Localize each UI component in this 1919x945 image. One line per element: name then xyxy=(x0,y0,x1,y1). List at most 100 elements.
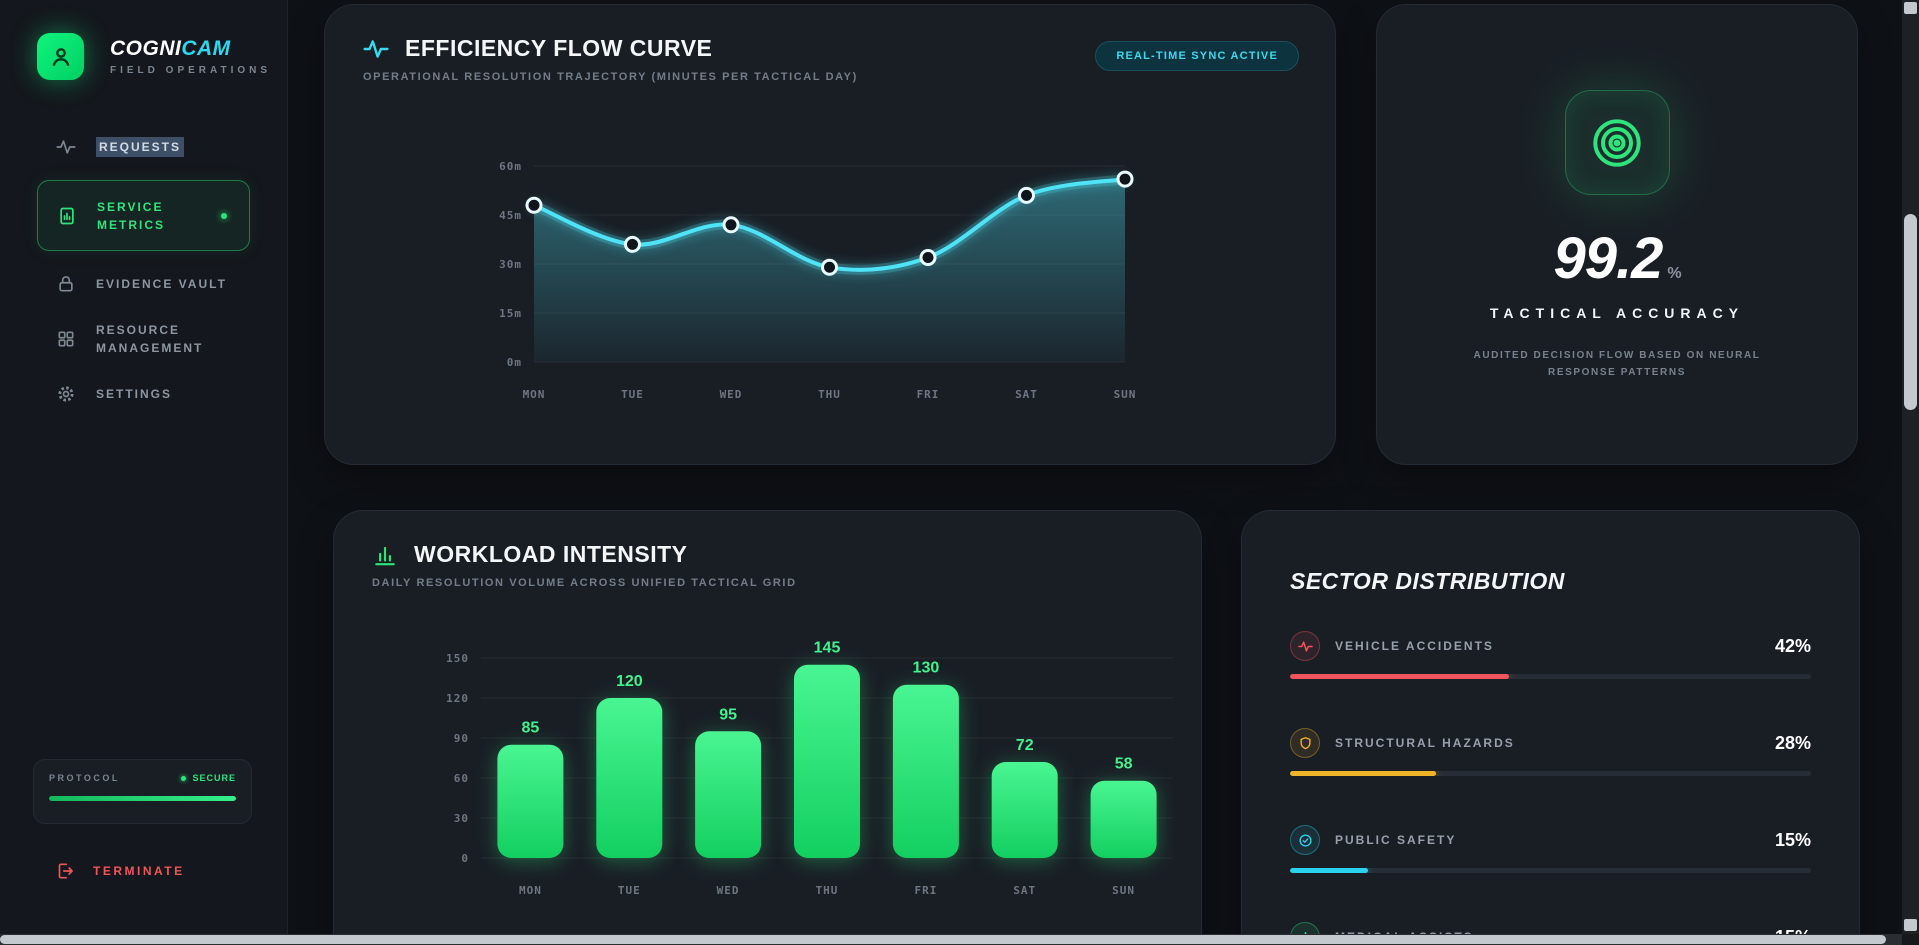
svg-text:WED: WED xyxy=(717,884,740,897)
svg-text:145: 145 xyxy=(814,640,841,657)
sector-value: 42% xyxy=(1774,635,1811,656)
efficiency-header: EFFICIENCY FLOW CURVE OPERATIONAL RESOLU… xyxy=(363,35,858,83)
vertical-scrollbar[interactable] xyxy=(1902,0,1919,945)
target-icon xyxy=(1564,90,1670,195)
tactical-accuracy-card: 99.2 % TACTICAL ACCURACY AUDITED DECISIO… xyxy=(1376,4,1858,465)
svg-text:120: 120 xyxy=(446,692,469,705)
sidebar-item-resource-management[interactable]: RESOURCE MANAGEMENT xyxy=(0,317,287,361)
svg-text:SUN: SUN xyxy=(1112,884,1135,897)
svg-text:90: 90 xyxy=(454,732,469,745)
accuracy-number: 99.2 xyxy=(1553,226,1663,291)
sync-badge-label: REAL-TIME SYNC ACTIVE xyxy=(1116,50,1278,62)
sector-label: PUBLIC SAFETY xyxy=(1335,833,1457,847)
sector-row: STRUCTURAL HAZARDS 28% xyxy=(1290,728,1811,776)
sector-value: 28% xyxy=(1774,732,1811,753)
secure-badge: SECURE xyxy=(181,773,236,783)
scroll-down-button[interactable] xyxy=(1904,919,1917,931)
svg-text:95: 95 xyxy=(719,706,737,723)
svg-text:45m: 45m xyxy=(499,209,522,222)
sector-value: 15% xyxy=(1774,829,1811,850)
vertical-scrollbar-thumb[interactable] xyxy=(1904,214,1917,410)
sector-bar-fill xyxy=(1290,674,1509,679)
pulse-icon xyxy=(55,136,77,158)
sector-label: STRUCTURAL HAZARDS xyxy=(1335,736,1515,750)
svg-text:150: 150 xyxy=(446,652,469,665)
workload-bar-chart: 0 30 60 90 120 150 85 MON 120 TUE 95 WED 145 THU 130 FR… xyxy=(446,640,1173,897)
horizontal-scrollbar[interactable] xyxy=(0,934,1902,945)
sidebar-item-service-metrics[interactable]: SERVICE METRICS xyxy=(37,180,250,251)
scrollbar-corner xyxy=(1902,934,1919,945)
gear-icon xyxy=(55,383,77,405)
svg-text:FRI: FRI xyxy=(917,388,940,401)
svg-text:SAT: SAT xyxy=(1013,884,1036,897)
sector-bar-track xyxy=(1290,674,1811,679)
realtime-sync-badge: REAL-TIME SYNC ACTIVE xyxy=(1095,41,1299,71)
svg-text:15m: 15m xyxy=(499,307,522,320)
protocol-status-card: PROTOCOL SECURE xyxy=(33,759,252,824)
sidebar-item-settings[interactable]: SETTINGS xyxy=(0,372,287,416)
sidebar-item-label: RESOURCE MANAGEMENT xyxy=(96,323,204,355)
svg-text:60: 60 xyxy=(454,772,469,785)
secure-label: SECURE xyxy=(192,773,236,783)
report-icon xyxy=(56,205,78,227)
svg-text:WED: WED xyxy=(720,388,743,401)
workload-header: WORKLOAD INTENSITY DAILY RESOLUTION VOLU… xyxy=(372,541,797,589)
svg-text:FRI: FRI xyxy=(914,884,937,897)
bar-chart-icon xyxy=(372,542,398,568)
protocol-progress-fill xyxy=(49,796,236,801)
sidebar-item-label: SERVICE METRICS xyxy=(97,199,165,232)
brand-accent: CAM xyxy=(181,37,231,60)
svg-text:30: 30 xyxy=(454,812,469,825)
status-dot-icon xyxy=(181,775,187,781)
logo: COGNICAM FIELD OPERATIONS xyxy=(37,33,271,80)
check-icon xyxy=(1290,825,1320,855)
svg-text:30m: 30m xyxy=(499,258,522,271)
sidebar-item-label: EVIDENCE VAULT xyxy=(96,277,227,291)
svg-text:MON: MON xyxy=(519,884,542,897)
sector-bar-fill xyxy=(1290,868,1369,873)
svg-text:60m: 60m xyxy=(499,160,522,173)
brand-primary: COGNI xyxy=(110,37,182,60)
sector-title: SECTOR DISTRIBUTION xyxy=(1290,568,1565,594)
scroll-up-button[interactable] xyxy=(1904,2,1917,14)
sector-row: PUBLIC SAFETY 15% xyxy=(1290,825,1811,873)
sector-bar-track xyxy=(1290,771,1811,776)
protocol-label: PROTOCOL xyxy=(49,773,120,783)
sidebar-item-requests[interactable]: REQUESTS xyxy=(0,125,287,169)
card-title: WORKLOAD INTENSITY xyxy=(414,541,688,567)
workload-intensity-card: WORKLOAD INTENSITY DAILY RESOLUTION VOLU… xyxy=(333,510,1202,945)
svg-text:120: 120 xyxy=(616,673,643,690)
terminate-button[interactable]: TERMINATE xyxy=(55,861,185,881)
efficiency-line-chart: 0m 15m 30m 45m 60m MON TUE WED THU FRI SAT SUN xyxy=(499,160,1135,401)
accuracy-value: 99.2 % xyxy=(1553,225,1681,292)
user-icon xyxy=(37,33,84,80)
sector-row: VEHICLE ACCIDENTS 42% xyxy=(1290,631,1811,679)
svg-text:0m: 0m xyxy=(507,356,522,369)
svg-text:72: 72 xyxy=(1016,737,1034,754)
sector-bar-track xyxy=(1290,868,1811,873)
sector-distribution-card: SECTOR DISTRIBUTION VEHICLE ACCIDENTS 42… xyxy=(1241,510,1860,945)
svg-text:SAT: SAT xyxy=(1015,388,1038,401)
card-title: EFFICIENCY FLOW CURVE xyxy=(405,35,713,61)
svg-text:0: 0 xyxy=(461,852,469,865)
brand: COGNICAM FIELD OPERATIONS xyxy=(110,37,271,76)
terminate-label: TERMINATE xyxy=(93,864,185,878)
grid-icon xyxy=(55,328,77,350)
sector-label: VEHICLE ACCIDENTS xyxy=(1335,639,1494,653)
pulse-icon xyxy=(1290,631,1320,661)
sector-rows: VEHICLE ACCIDENTS 42% STRUCTURAL HAZARDS… xyxy=(1290,631,1811,945)
svg-text:TUE: TUE xyxy=(621,388,644,401)
lock-icon xyxy=(55,273,77,295)
svg-text:130: 130 xyxy=(913,660,940,677)
shield-icon xyxy=(1290,728,1320,758)
sidebar-item-evidence-vault[interactable]: EVIDENCE VAULT xyxy=(0,262,287,306)
horizontal-scrollbar-thumb[interactable] xyxy=(0,935,1886,944)
active-dot xyxy=(221,212,227,219)
svg-text:85: 85 xyxy=(522,720,540,737)
sidebar: COGNICAM FIELD OPERATIONS REQUESTS SERVI… xyxy=(0,0,288,945)
pulse-icon xyxy=(363,36,389,62)
sidebar-item-label: REQUESTS xyxy=(96,137,185,157)
sidebar-nav: REQUESTS SERVICE METRICS EVIDENCE VAULT xyxy=(0,125,287,427)
card-subtitle: DAILY RESOLUTION VOLUME ACROSS UNIFIED T… xyxy=(372,577,797,589)
